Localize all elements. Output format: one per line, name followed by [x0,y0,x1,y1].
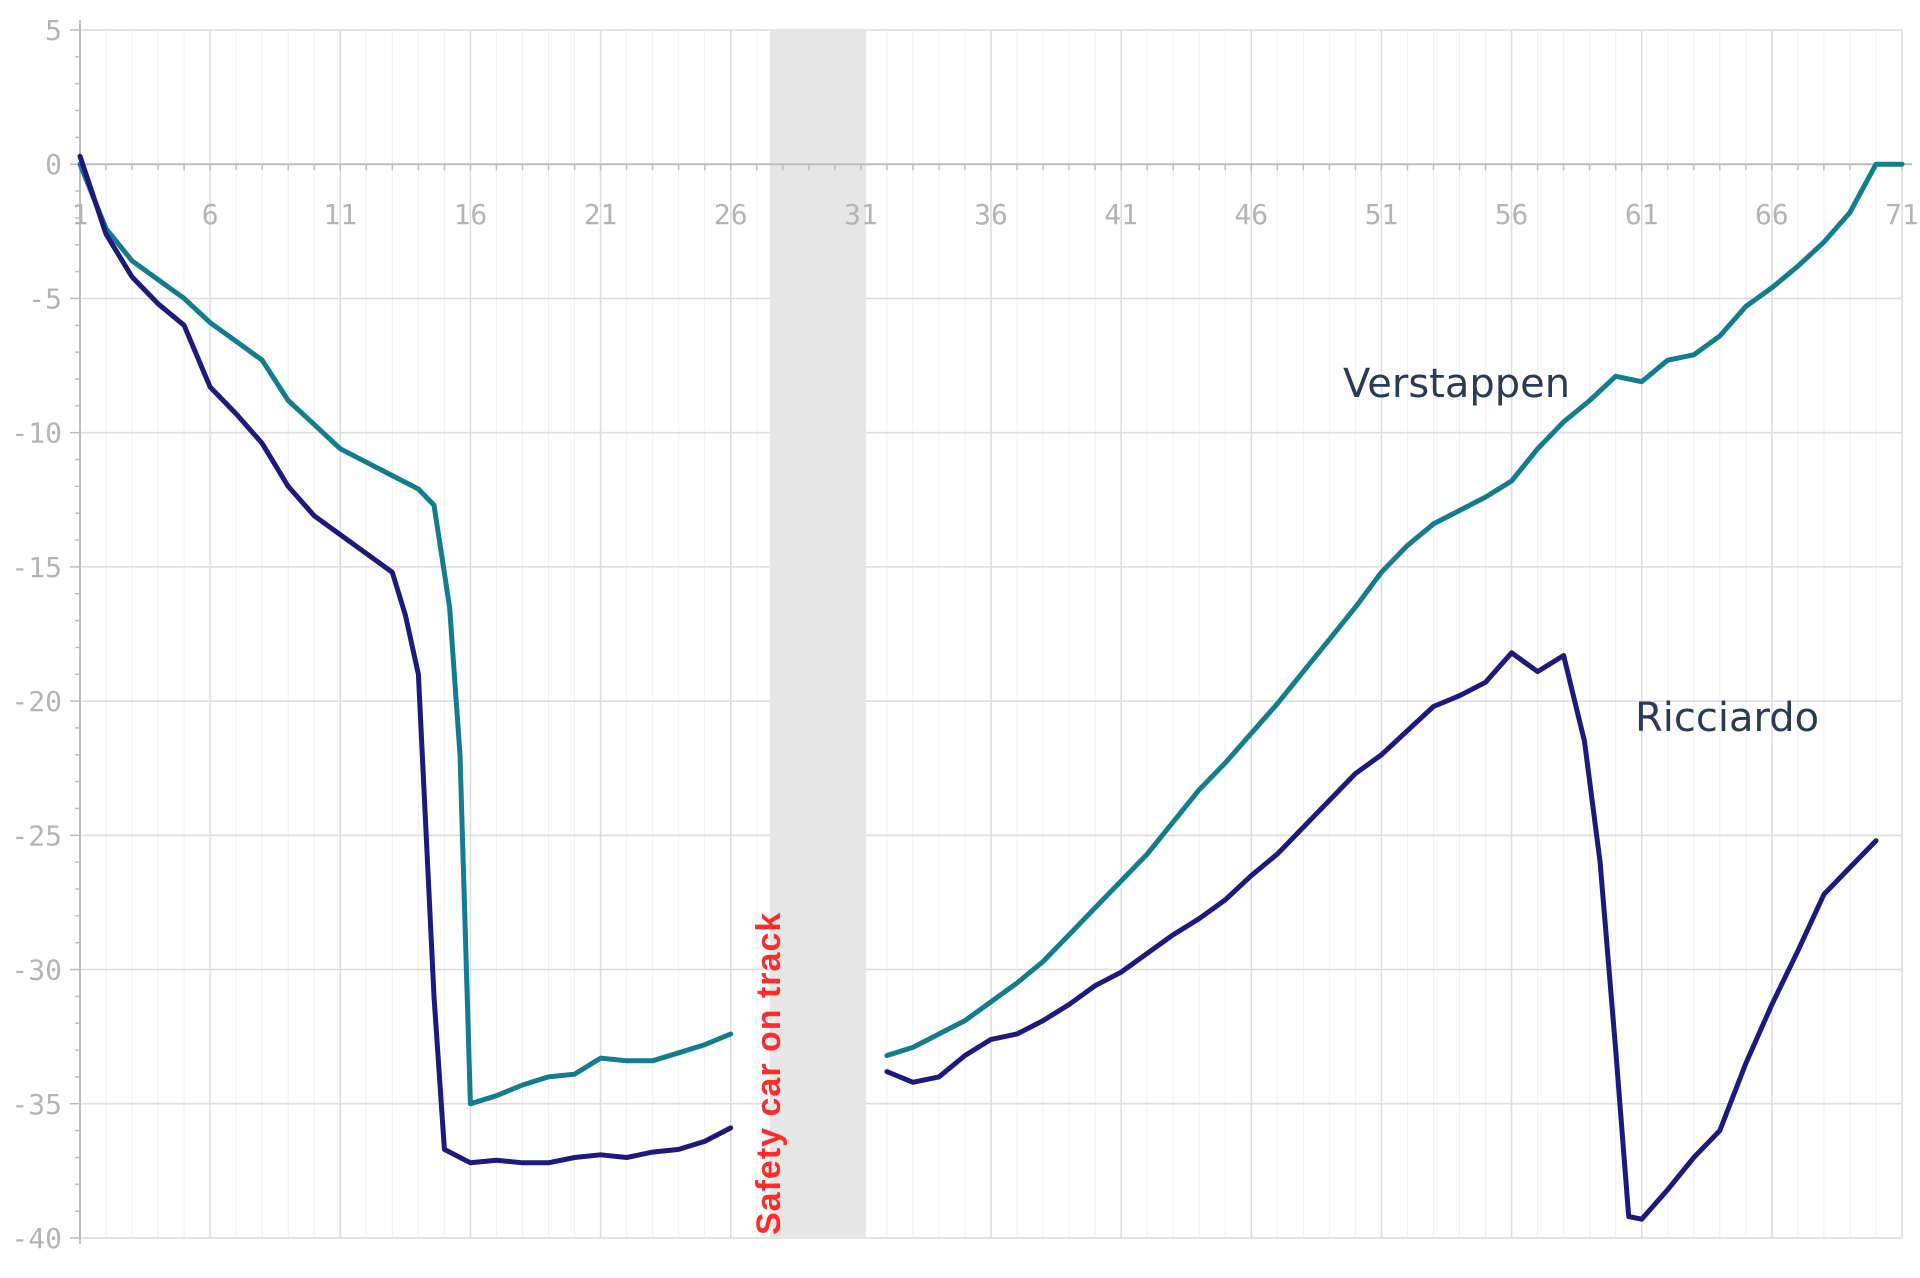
y-tick-label: -10 [11,417,62,450]
x-tick-label: 11 [323,198,357,231]
safety-car-label: Safety car on track [750,912,788,1235]
x-tick-label: 21 [584,198,618,231]
series-line-verstappen [77,161,734,1107]
x-tick-label: 41 [1104,198,1138,231]
x-tick-label: 26 [714,198,748,231]
x-tick-label: 36 [974,198,1008,231]
x-tick-label: 71 [1885,198,1919,231]
x-tick-label: 31 [844,198,878,231]
x-tick-label: 56 [1495,198,1529,231]
x-tick-label: 46 [1234,198,1268,231]
x-tick-label: 6 [202,198,219,231]
axes [70,20,1912,1244]
series-line-ricciardo [77,153,734,1166]
y-tick-label: -25 [11,819,62,852]
verstappen-label: Verstappen [1343,361,1570,407]
ricciardo-label: Ricciardo [1635,695,1819,741]
y-tick-labels: 5 0 -5 -10 -15 -20 -25 -30 -35 -40 [11,14,62,1255]
y-tick-label: -40 [11,1222,62,1255]
y-tick-label: 0 [45,148,62,181]
series-line-ricciardo [884,650,1879,1222]
x-tick-label: 51 [1365,198,1399,231]
x-tick-label: 61 [1625,198,1659,231]
y-tick-label: -30 [11,954,62,987]
x-tick-labels: 1 6 11 16 21 26 31 36 41 46 51 56 61 66 71 [72,198,1919,231]
x-tick-label: 1 [72,198,89,231]
y-tick-label: -15 [11,551,62,584]
safety-car-band [769,30,867,1238]
y-tick-label: -20 [11,685,62,718]
x-tick-label: 66 [1755,198,1789,231]
x-tick-label: 16 [454,198,488,231]
y-tick-label: 5 [45,14,62,47]
y-tick-label: -5 [28,282,62,315]
series-line-verstappen [884,161,1905,1058]
series-lines [77,153,1905,1222]
y-tick-label: -35 [11,1088,62,1121]
